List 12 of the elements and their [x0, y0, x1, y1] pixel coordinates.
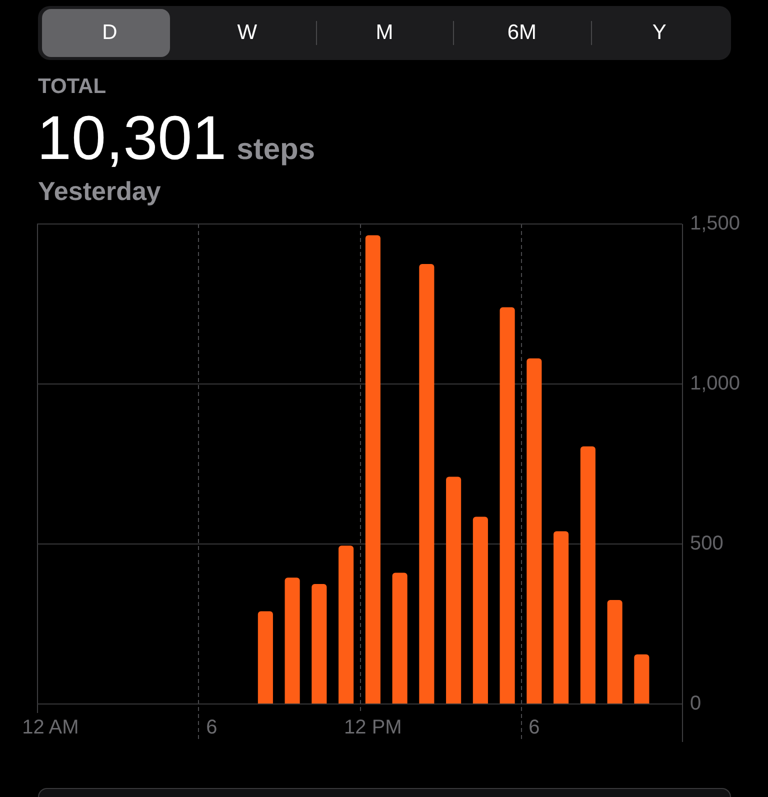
x-tick-label: 12 AM — [22, 716, 79, 739]
chart-title: 10,301 steps — [37, 104, 316, 173]
chart-subtitle: Yesterday — [38, 176, 161, 206]
y-tick-label: 500 — [690, 532, 724, 555]
text: TOTAL — [38, 75, 106, 98]
x-tick-label: 12 PM — [344, 716, 402, 739]
x-tick-label: 6 — [528, 716, 540, 739]
segmented-control: D W M 6M Y — [38, 6, 731, 60]
x-tick-label: 6 — [206, 716, 218, 739]
y-tick-label: 1,000 — [690, 372, 740, 395]
y-tick-label: 0 — [690, 692, 702, 715]
y-tick-label: 1,500 — [690, 212, 740, 235]
